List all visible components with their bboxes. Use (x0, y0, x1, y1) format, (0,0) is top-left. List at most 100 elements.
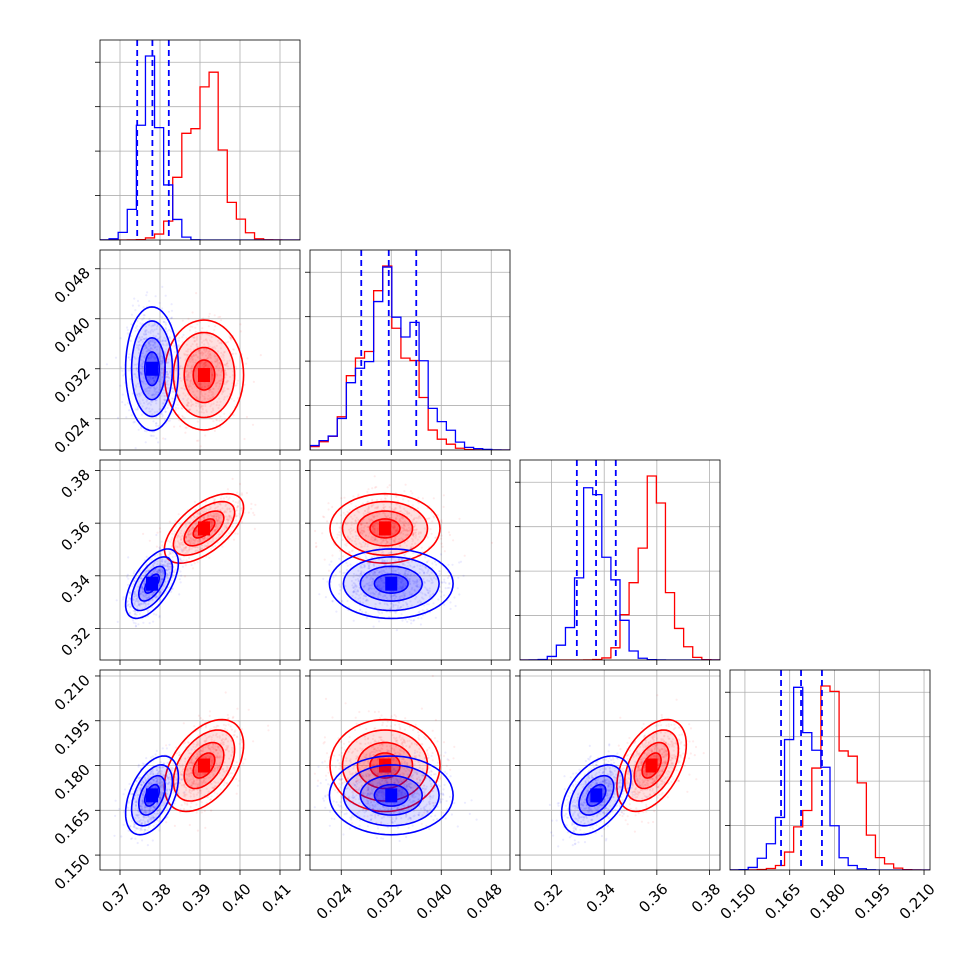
sample-point (183, 546, 187, 549)
sample-point (366, 525, 369, 528)
sample-point (367, 584, 370, 587)
sample-point (391, 526, 395, 529)
sample-point (233, 730, 236, 733)
sample-point (230, 397, 233, 400)
sample-point (222, 388, 225, 391)
sample-point (225, 745, 228, 748)
sample-point (425, 587, 428, 590)
sample-point (206, 541, 209, 544)
sample-point (411, 492, 414, 495)
sample-point (195, 770, 198, 773)
sample-point (373, 529, 376, 532)
sample-point (177, 541, 181, 545)
sample-point (190, 356, 193, 359)
sample-point (160, 579, 163, 582)
sample-point (356, 510, 359, 513)
sample-point (375, 538, 378, 541)
sample-point (227, 518, 230, 521)
sample-point (413, 588, 416, 591)
sample-point (250, 502, 253, 505)
sample-point (173, 344, 176, 347)
sample-point (393, 524, 396, 527)
sample-point (137, 348, 140, 352)
sample-point (385, 516, 388, 519)
sample-point (171, 387, 175, 390)
sample-point (219, 763, 222, 766)
sample-point (143, 582, 146, 585)
sample-point (171, 555, 174, 559)
sample-point (160, 577, 163, 580)
sample-point (363, 566, 366, 569)
sample-point (140, 338, 143, 341)
sample-point (412, 535, 415, 538)
sample-point (369, 592, 372, 595)
sample-point (402, 585, 405, 588)
sample-point (207, 746, 210, 749)
sample-point (209, 506, 212, 509)
sample-point (201, 547, 204, 550)
sample-point (167, 560, 170, 563)
sample-point (426, 579, 429, 582)
sample-point (147, 386, 150, 389)
sample-point (408, 578, 411, 581)
sample-point (338, 570, 342, 573)
sample-point (384, 571, 387, 574)
sample-point (167, 563, 170, 566)
sample-point (180, 538, 183, 541)
sample-point (209, 397, 212, 400)
sample-point (410, 543, 414, 546)
sample-point (363, 594, 366, 597)
sample-point (189, 805, 192, 808)
sample-point (419, 531, 422, 534)
sample-point (166, 370, 169, 374)
sample-point (409, 556, 412, 559)
sample-point (131, 585, 134, 588)
sample-point (401, 517, 404, 520)
sample-point (143, 345, 146, 348)
sample-point (427, 603, 430, 606)
sample-point (217, 747, 220, 750)
sample-point (368, 562, 371, 566)
sample-point (198, 411, 201, 414)
sample-point (199, 519, 202, 522)
sample-point (167, 568, 170, 571)
sample-point (140, 585, 143, 588)
sample-point (378, 546, 381, 549)
sample-point (215, 381, 218, 384)
sample-point (209, 520, 212, 523)
sample-point (354, 505, 357, 508)
sample-point (377, 580, 380, 583)
sample-point (390, 537, 393, 540)
sample-point (154, 376, 157, 379)
sample-point (212, 734, 215, 737)
sample-point (353, 514, 356, 517)
sample-point (358, 600, 362, 603)
sample-point (405, 529, 408, 532)
sample-point (140, 602, 143, 605)
sample-point (411, 586, 414, 589)
sample-point (241, 746, 244, 750)
sample-point (200, 544, 203, 547)
sample-point (210, 795, 213, 798)
sample-point (236, 784, 239, 787)
sample-point (233, 399, 236, 402)
sample-point (188, 529, 191, 532)
sample-point (210, 522, 213, 525)
sample-point (203, 809, 206, 812)
sample-point (134, 326, 138, 329)
sample-point (233, 733, 236, 737)
sample-point (158, 569, 161, 572)
sample-point (424, 566, 427, 569)
sample-point (395, 507, 398, 510)
sample-point (167, 401, 170, 404)
sample-point (167, 376, 170, 379)
sample-point (185, 559, 188, 562)
sample-point (133, 601, 136, 604)
sample-point (215, 344, 218, 347)
sample-point (174, 555, 177, 558)
sample-point (409, 545, 413, 548)
sample-point (150, 355, 153, 358)
plot-area (100, 250, 300, 450)
sample-point (458, 517, 461, 520)
sample-point (356, 590, 359, 593)
